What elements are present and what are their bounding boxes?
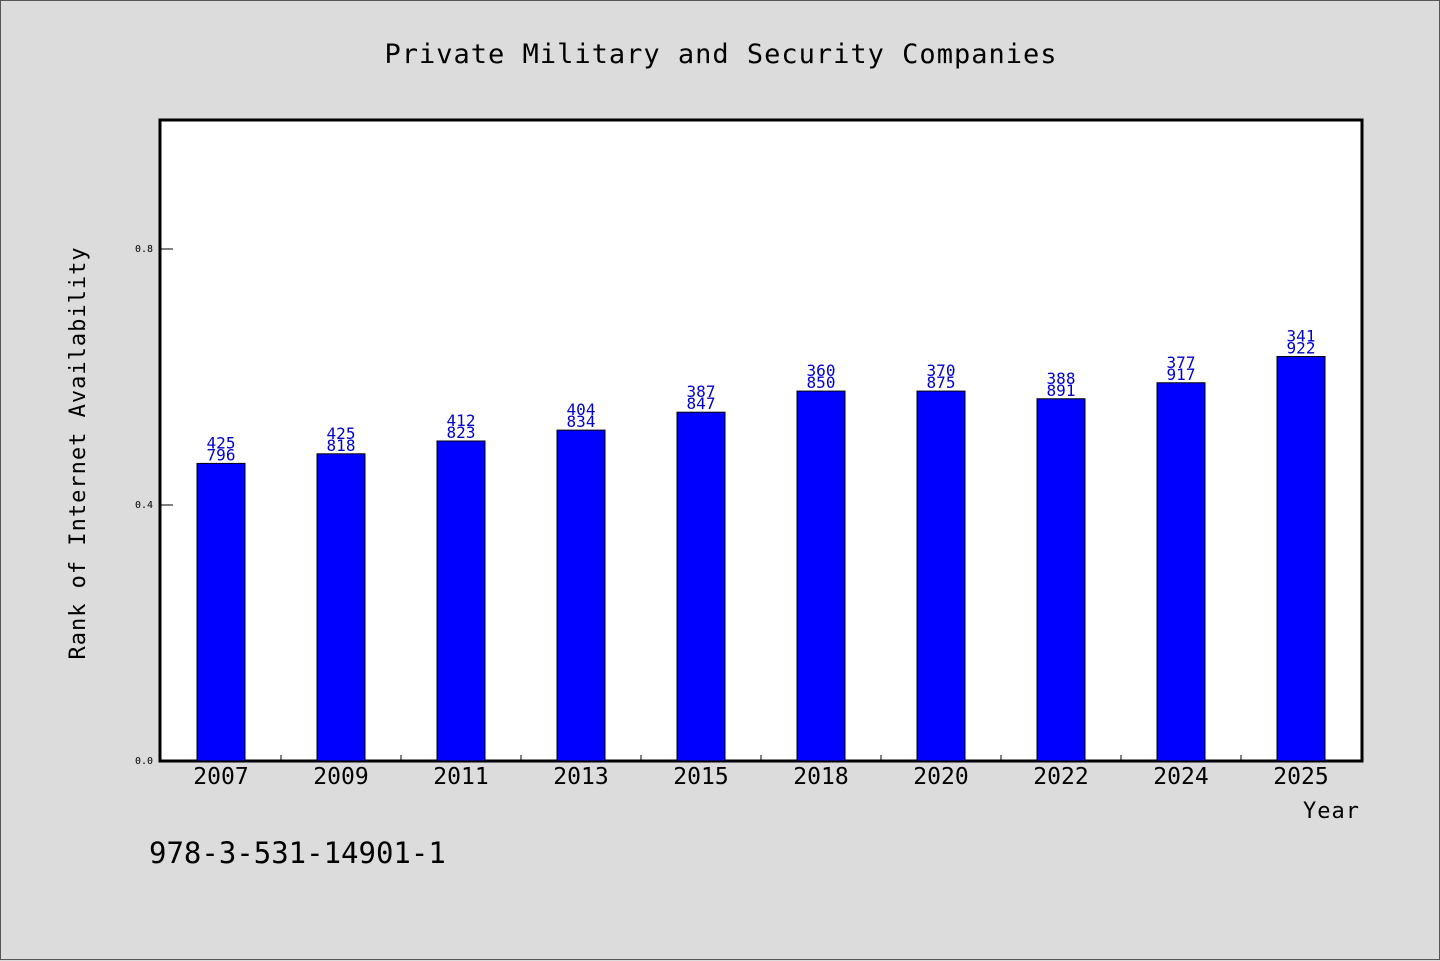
x-category-label: 2009 — [313, 764, 368, 790]
data-label-top: 412 — [447, 411, 476, 430]
x-category-label: 2018 — [793, 764, 848, 790]
data-label-bottom: 823 — [447, 423, 476, 442]
data-label-top: 425 — [207, 433, 236, 452]
footer-isbn-text: 978-3-531-14901-1 — [149, 836, 446, 870]
x-axis-label: Year — [1303, 799, 1360, 824]
x-category-label: 2007 — [193, 764, 248, 790]
data-label-top: 377 — [1167, 353, 1196, 372]
bar-2013 — [556, 429, 606, 762]
data-labels: 4257964258184128234048343878473608503708… — [207, 327, 1316, 465]
bar-2022 — [1036, 398, 1086, 762]
data-label-top: 425 — [327, 424, 356, 443]
data-label-bottom: 847 — [687, 394, 716, 413]
bar-2025 — [1276, 356, 1326, 762]
bars — [196, 356, 1326, 762]
data-label-top: 388 — [1047, 369, 1076, 388]
y-axis-label: Rank of Internet Availability — [66, 246, 91, 659]
x-category-label: 2015 — [673, 764, 728, 790]
y-tick-label: 0.4 — [135, 500, 153, 511]
data-label-bottom: 891 — [1047, 381, 1076, 400]
y-axis-ticks: 0.0 0.4 0.8 — [135, 244, 1242, 767]
x-category-label: 2011 — [433, 764, 488, 790]
bar-2018 — [796, 390, 846, 762]
y-tick-label: 0.0 — [135, 756, 153, 767]
data-label-top: 360 — [807, 361, 836, 380]
data-label-bottom: 850 — [807, 373, 836, 392]
data-label-top: 404 — [567, 400, 596, 419]
bar-2024 — [1156, 382, 1206, 762]
bar-2007 — [196, 462, 246, 762]
data-label-top: 341 — [1287, 327, 1316, 346]
data-label-bottom: 917 — [1167, 365, 1196, 384]
chart-title: Private Military and Security Companies — [385, 39, 1058, 70]
data-label-bottom: 834 — [567, 412, 596, 431]
data-label-bottom: 875 — [927, 373, 956, 392]
bar-2011 — [436, 440, 486, 762]
y-tick-label: 0.8 — [135, 244, 153, 255]
x-category-label: 2024 — [1153, 764, 1208, 790]
x-category-label: 2022 — [1033, 764, 1088, 790]
x-category-label: 2025 — [1273, 764, 1328, 790]
data-label-bottom: 796 — [207, 445, 236, 464]
bar-2009 — [316, 453, 366, 762]
data-label-top: 387 — [687, 382, 716, 401]
x-category-label: 2013 — [553, 764, 608, 790]
x-category-label: 2020 — [913, 764, 968, 790]
bar-2020 — [916, 390, 966, 762]
bar-2015 — [676, 411, 726, 762]
data-label-bottom: 818 — [327, 436, 356, 455]
data-label-top: 370 — [927, 361, 956, 380]
data-label-bottom: 922 — [1287, 339, 1316, 358]
x-axis-categories: 2007 2009 2011 2013 2015 2018 2020 2022 2024 2025 — [193, 764, 1328, 790]
